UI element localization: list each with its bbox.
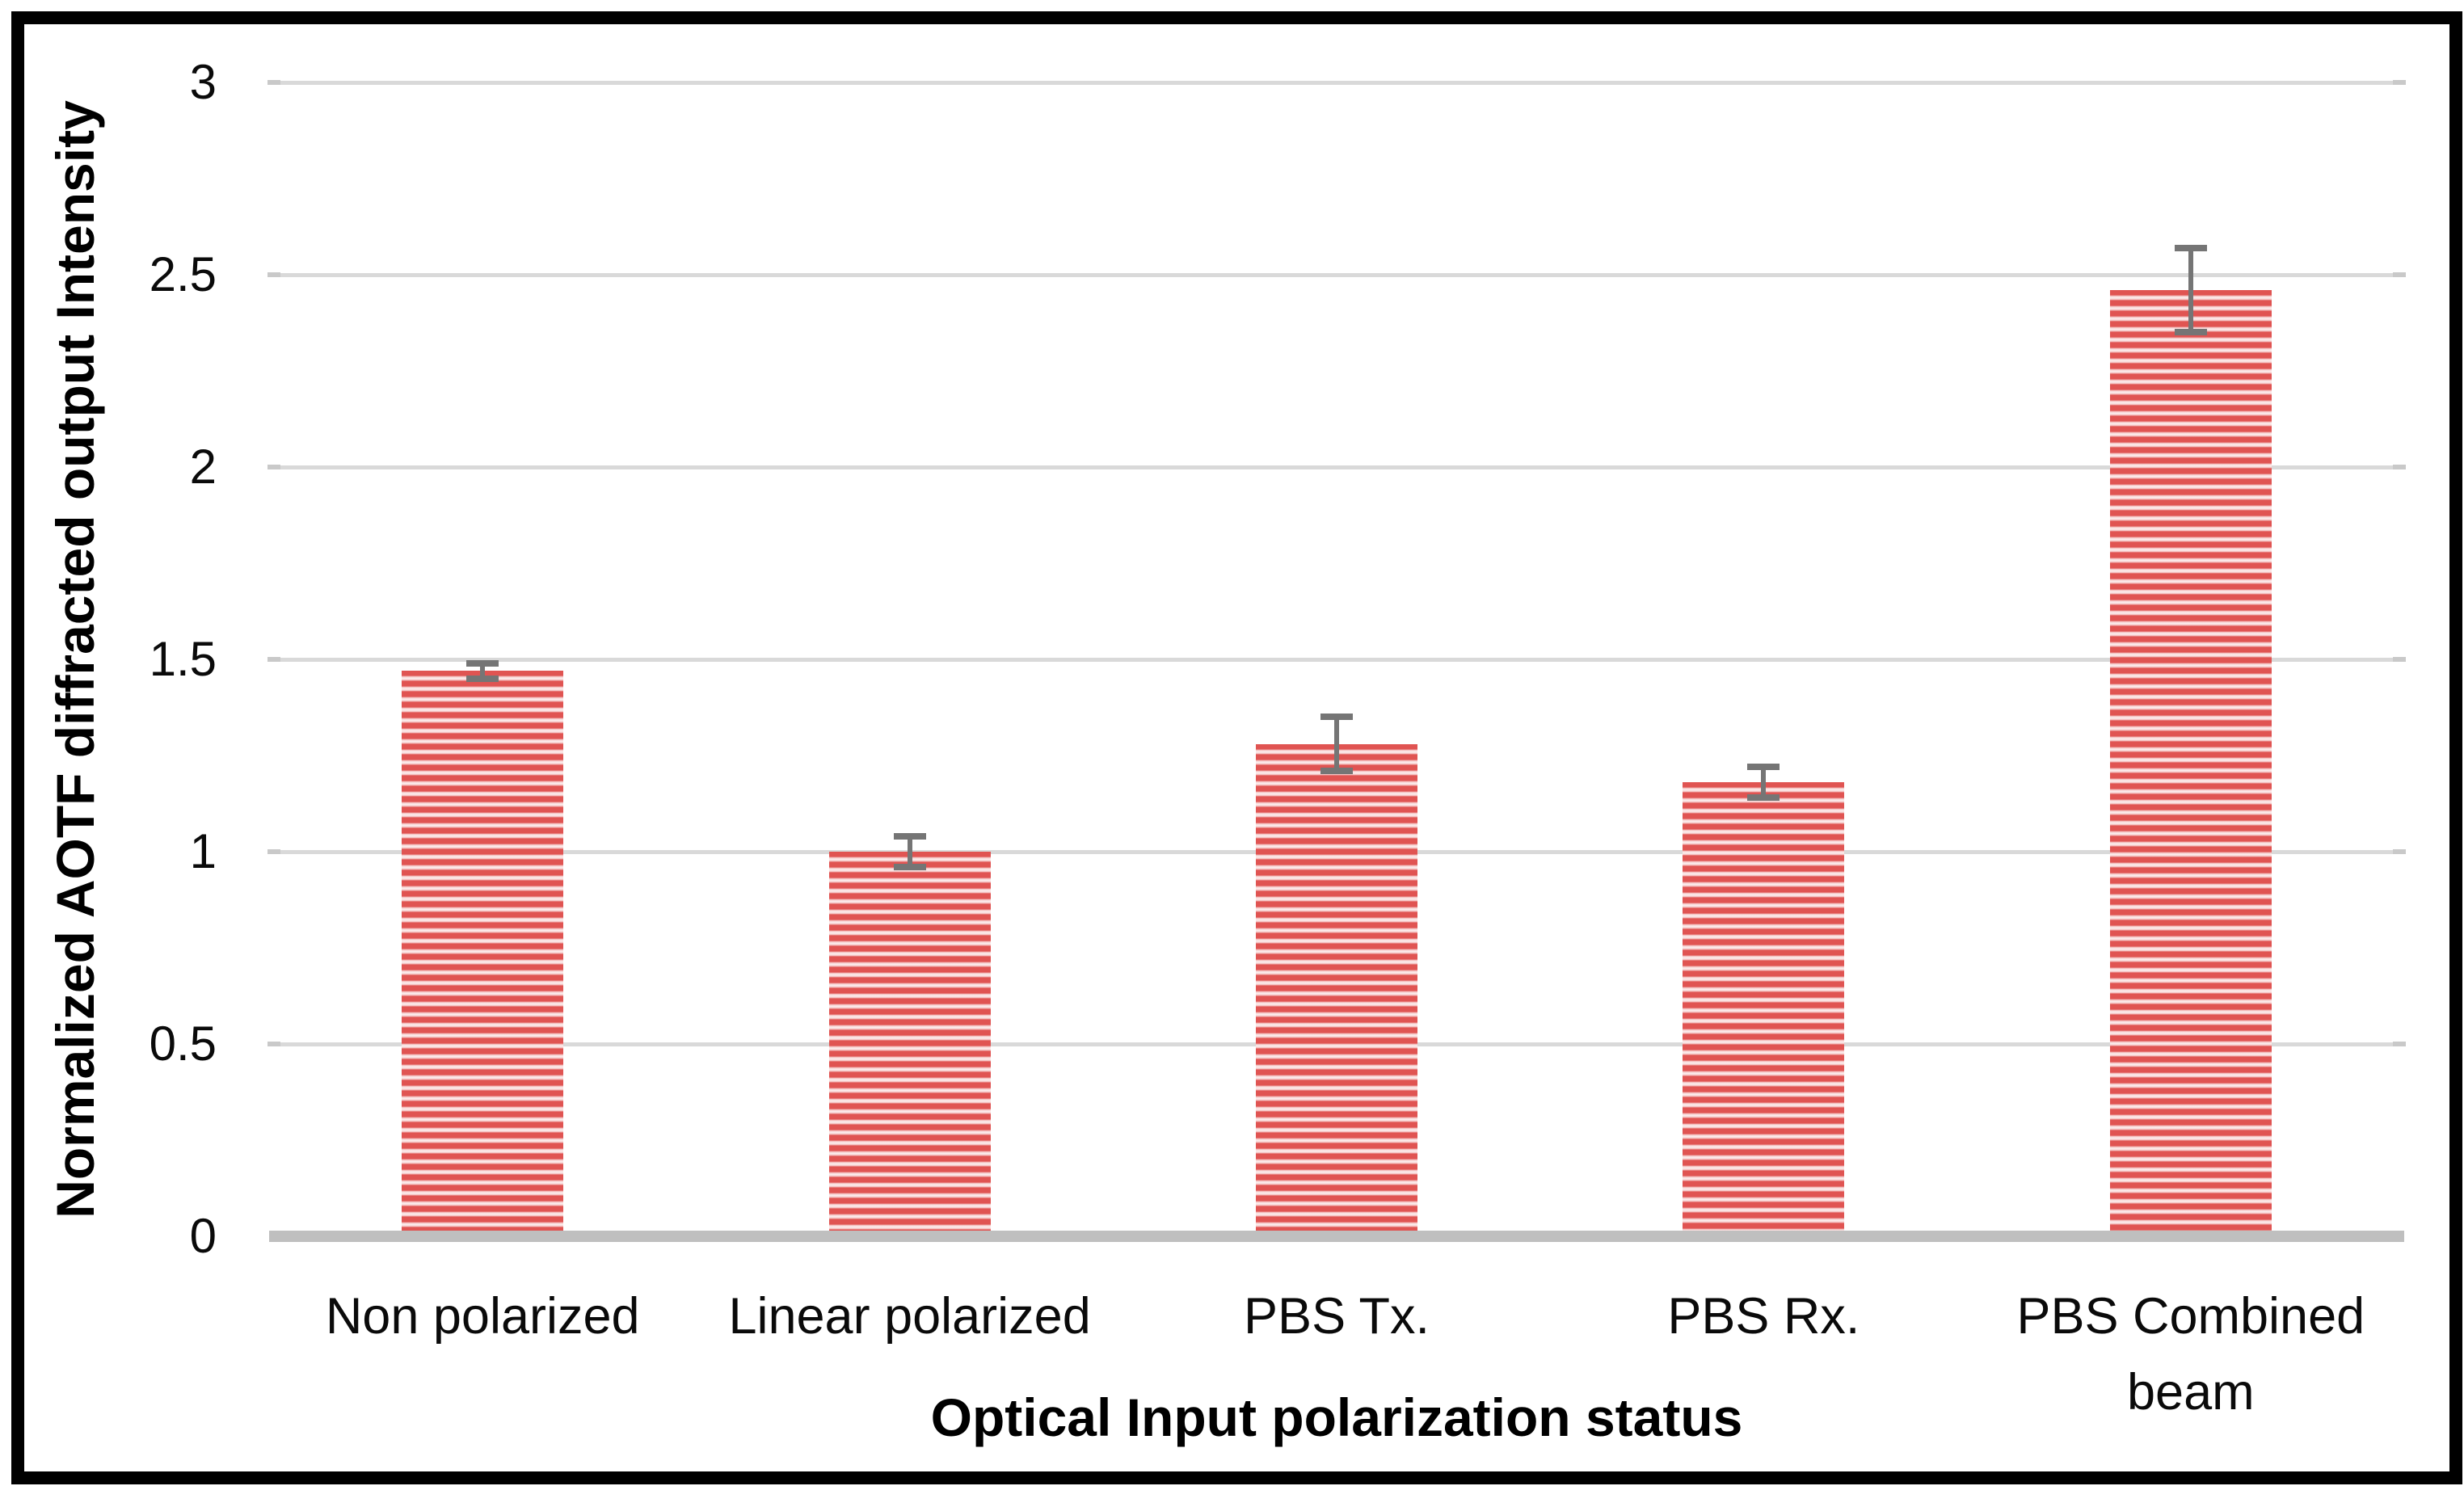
y-axis-title: Normalized AOTF diffracted output Intens… [45,100,105,1219]
figure-frame [11,11,2462,1484]
x-axis-title: Optical Input polarization status [930,1387,1743,1447]
